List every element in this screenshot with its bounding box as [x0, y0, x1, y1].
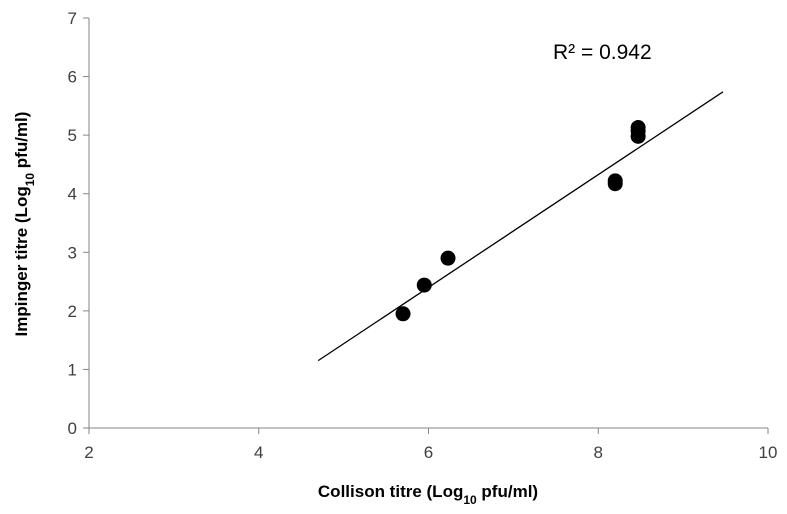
axes [83, 17, 769, 434]
x-axis-title: Collison titre (Log10 pfu/ml) [318, 482, 538, 507]
y-tick-label: 1 [68, 360, 77, 379]
data-point [395, 306, 411, 322]
x-tick-label: 8 [594, 443, 603, 462]
trendline-layer [317, 91, 724, 362]
data-point [607, 173, 623, 189]
y-tick-label: 4 [68, 185, 77, 204]
x-tick-label: 4 [254, 443, 263, 462]
y-tick-label: 0 [68, 419, 77, 438]
y-axis-title: Impinger titre (Log10 pfu/ml) [12, 112, 37, 337]
r-squared-annotation: R² = 0.942 [553, 41, 652, 64]
data-point [416, 277, 432, 293]
data-point [630, 120, 646, 136]
y-tick-label: 2 [68, 302, 77, 321]
y-tick-label: 6 [68, 68, 77, 87]
x-tick-label: 10 [759, 443, 778, 462]
data-points [395, 120, 646, 322]
linear-trendline [317, 91, 724, 362]
x-tick-label: 2 [84, 443, 93, 462]
data-point [440, 250, 456, 266]
y-tick-label: 7 [68, 9, 77, 28]
tick-labels: 0 1 2 3 4 5 6 7 2 4 6 8 10 [68, 9, 778, 462]
x-tick-label: 6 [424, 443, 433, 462]
y-tick-label: 5 [68, 126, 77, 145]
y-tick-label: 3 [68, 243, 77, 262]
